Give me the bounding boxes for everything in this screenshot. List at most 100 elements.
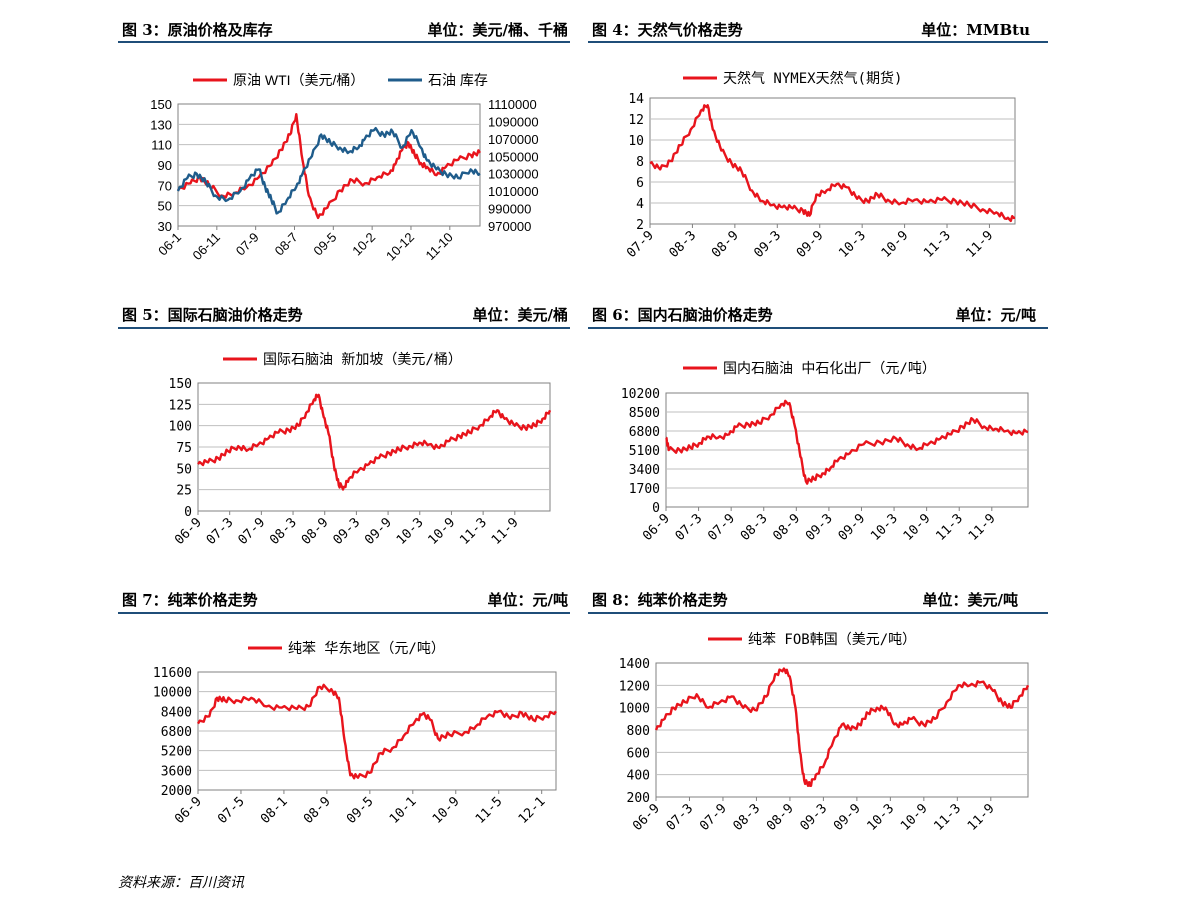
y2-tick-label: 1010000 bbox=[488, 184, 539, 199]
y-tick-label: 0 bbox=[184, 505, 192, 520]
x-tick-label: 10-3 bbox=[394, 515, 427, 548]
y-tick-label: 150 bbox=[169, 377, 192, 392]
x-tick-label: 11-9 bbox=[965, 801, 998, 834]
series-line-1 bbox=[196, 683, 557, 780]
chart-title: 图 7：纯苯价格走势 bbox=[122, 591, 258, 609]
panel-header-8: 图 8：纯苯价格走势 单位：美元/吨 bbox=[592, 587, 1018, 611]
x-tick-label: 11-3 bbox=[931, 801, 964, 834]
x-tick-label: 06-9 bbox=[172, 794, 205, 827]
y-tick-label: 100 bbox=[169, 420, 192, 435]
x-tick-label: 11-9 bbox=[489, 515, 522, 548]
x-tick-label: 09-3 bbox=[751, 228, 784, 261]
y-tick-label: 6800 bbox=[161, 725, 192, 740]
y-tick-label: 8500 bbox=[629, 406, 660, 421]
x-tick-label: 08-1 bbox=[258, 794, 291, 827]
x-tick-label: 06-9 bbox=[630, 801, 663, 834]
x-tick-label: 08-7 bbox=[272, 230, 301, 259]
y2-tick-label: 1050000 bbox=[488, 149, 539, 164]
y-tick-label: 200 bbox=[627, 791, 650, 806]
y-tick-label: 130 bbox=[150, 117, 172, 132]
crude-oil-chart: 30 50 70 90 110 130 150 970000 990000 1010000 1030… bbox=[150, 72, 539, 264]
x-tick-label: 10-9 bbox=[430, 794, 463, 827]
x-tick-label: 11-3 bbox=[933, 511, 966, 544]
y-tick-label: 30 bbox=[158, 219, 172, 234]
header-rule bbox=[118, 612, 570, 614]
x-tick-label: 09-9 bbox=[831, 801, 864, 834]
x-tick-label: 10-9 bbox=[426, 515, 459, 548]
x-tick-label: 11-5 bbox=[473, 794, 506, 827]
header-rule bbox=[588, 41, 1048, 43]
panel-header-3: 图 3：原油价格及库存 单位：美元/桶、千桶 bbox=[122, 17, 568, 41]
x-tick-label: 07-3 bbox=[204, 515, 237, 548]
x-tick-label: 09-9 bbox=[794, 228, 827, 261]
x-tick-label: 06-9 bbox=[640, 511, 673, 544]
x-tick-label: 09-9 bbox=[362, 515, 395, 548]
header-rule bbox=[118, 41, 570, 43]
x-tick-label: 07-9 bbox=[233, 230, 262, 259]
x-tick-label: 08-9 bbox=[299, 515, 332, 548]
chart-title: 图 5：国际石脑油价格走势 bbox=[122, 306, 303, 324]
x-tick-label: 10-3 bbox=[868, 511, 901, 544]
x-tick-label: 09-9 bbox=[836, 511, 869, 544]
chart-title: 图 3：原油价格及库存 bbox=[122, 21, 273, 39]
x-tick-label: 07-9 bbox=[705, 511, 738, 544]
y-tick-label: 1400 bbox=[619, 657, 650, 672]
x-tick-label: 10-9 bbox=[879, 228, 912, 261]
x-tick-label: 06-9 bbox=[172, 515, 205, 548]
x-tick-label: 10-2 bbox=[349, 230, 378, 259]
y-tick-label: 6800 bbox=[629, 425, 660, 440]
x-tick-label: 07-3 bbox=[673, 511, 706, 544]
x-tick-label: 07-3 bbox=[664, 801, 697, 834]
x-tick-label: 07-5 bbox=[215, 794, 248, 827]
legend-label-1: 国际石脑油 新加坡（美元/桶） bbox=[263, 352, 462, 368]
x-tick-label: 08-3 bbox=[267, 515, 300, 548]
y-tick-label: 14 bbox=[628, 92, 644, 107]
x-tick-label: 08-9 bbox=[770, 511, 803, 544]
y-tick-label: 6 bbox=[636, 176, 644, 191]
header-rule bbox=[588, 327, 1048, 329]
x-tick-label: 11-3 bbox=[457, 515, 490, 548]
benzene-east-china-chart: 2000 3600 5200 6800 8400 10000 11600 06-9 07-5 08… bbox=[153, 640, 557, 827]
x-tick-label: 09-5 bbox=[344, 794, 377, 827]
y2-tick-label: 1070000 bbox=[488, 132, 539, 147]
legend-label-1: 原油 WTI（美元/桶） bbox=[233, 72, 364, 88]
y-tick-label: 70 bbox=[158, 178, 172, 193]
x-tick-label: 08-9 bbox=[709, 228, 742, 261]
y-tick-label: 10000 bbox=[153, 686, 192, 701]
panel-header-6: 图 6：国内石脑油价格走势 单位：元/吨 bbox=[592, 302, 1036, 326]
x-tick-label: 08-9 bbox=[764, 801, 797, 834]
x-tick-label: 09-3 bbox=[797, 801, 830, 834]
y-tick-label: 10200 bbox=[621, 387, 660, 402]
y-tick-label: 5100 bbox=[629, 444, 660, 459]
y-tick-label: 1200 bbox=[619, 679, 650, 694]
intl-naphtha-chart: 0 25 50 75 100 125 150 06-907-307-908-308-909-3… bbox=[169, 352, 552, 548]
x-tick-label: 10-3 bbox=[864, 801, 897, 834]
natural-gas-chart: 2 4 6 8 10 12 14 07-9 08-3 08-9 09-3 09-9 10-3 10-9 11… bbox=[624, 70, 1016, 261]
x-tick-label: 10-12 bbox=[383, 230, 417, 264]
y-tick-label: 0 bbox=[652, 501, 660, 516]
y-tick-label: 2 bbox=[636, 218, 644, 233]
x-tick-label: 11-9 bbox=[966, 511, 999, 544]
chart-title: 图 4：天然气价格走势 bbox=[592, 21, 743, 39]
y-tick-label: 10 bbox=[628, 134, 644, 149]
y-tick-label: 25 bbox=[176, 484, 192, 499]
x-tick-label: 08-3 bbox=[738, 511, 771, 544]
chart-unit: 单位：元/吨 bbox=[487, 591, 568, 609]
source-note: 资料来源：百川资讯 bbox=[118, 875, 244, 891]
x-tick-label: 11-3 bbox=[921, 228, 954, 261]
x-tick-label: 10-1 bbox=[387, 794, 420, 827]
x-tick-label: 08-3 bbox=[731, 801, 764, 834]
y-tick-label: 5200 bbox=[161, 745, 192, 760]
x-tick-label: 07-9 bbox=[697, 801, 730, 834]
x-tick-label: 11-10 bbox=[422, 230, 455, 263]
chart-unit: 单位：美元/吨 bbox=[922, 591, 1018, 609]
y-tick-label: 2000 bbox=[161, 784, 192, 799]
chart-unit: 单位：MMBtu bbox=[921, 21, 1030, 39]
y-tick-label: 400 bbox=[627, 769, 650, 784]
x-tick-label: 10-9 bbox=[901, 511, 934, 544]
legend-label-2: 石油 库存 bbox=[428, 72, 488, 88]
legend-label-1: 纯苯 华东地区（元/吨） bbox=[288, 640, 445, 657]
y-tick-label: 600 bbox=[627, 746, 650, 761]
y2-tick-label: 1090000 bbox=[488, 114, 539, 129]
y-tick-label: 8400 bbox=[161, 705, 192, 720]
